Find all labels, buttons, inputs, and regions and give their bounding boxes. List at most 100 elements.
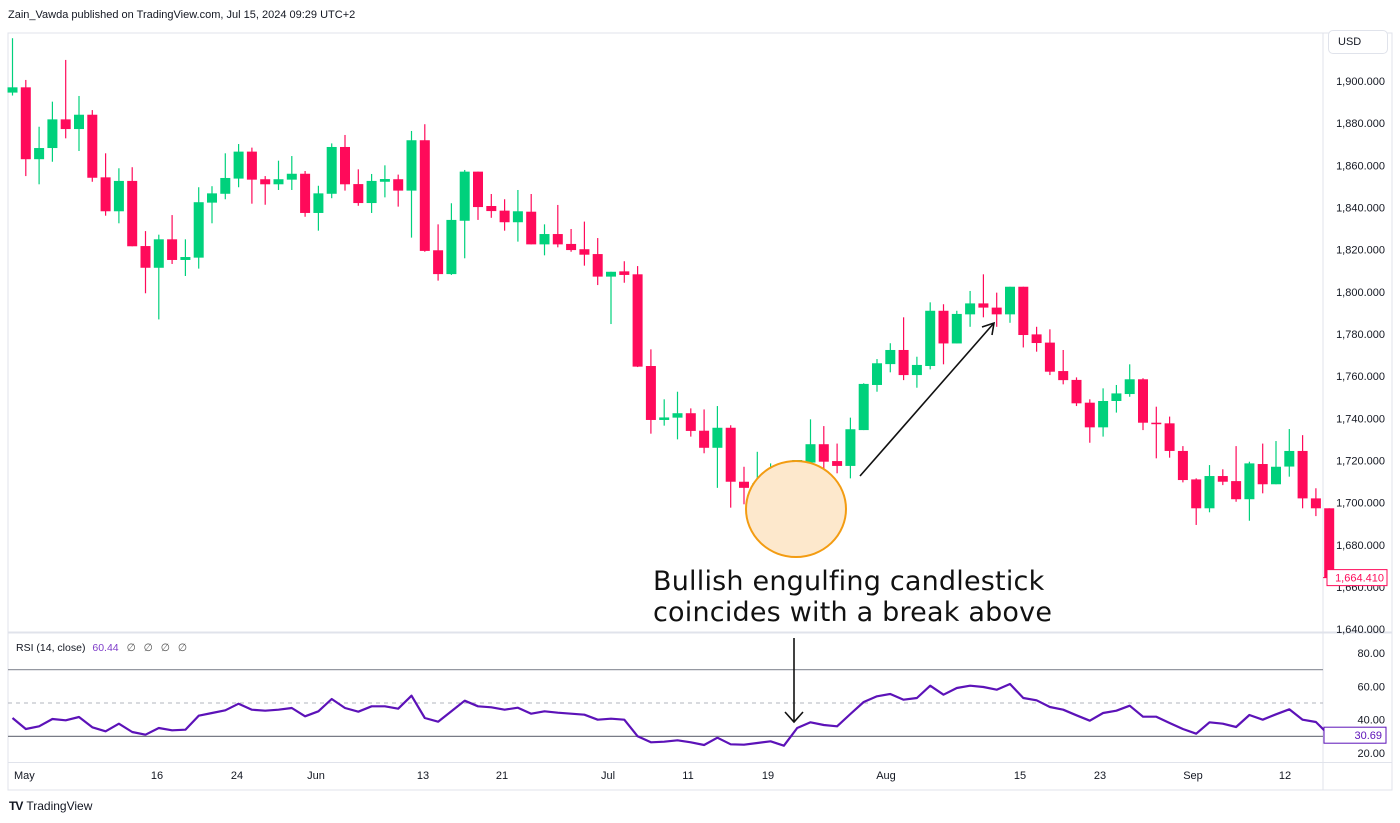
candle-bearish xyxy=(938,304,949,365)
candle-bearish xyxy=(1231,446,1242,502)
candle-bearish xyxy=(1044,329,1055,376)
price-tick-label: 1,680.000 xyxy=(1336,540,1385,552)
rsi-last-value-badge: 30.69 xyxy=(1323,726,1387,744)
candle-bearish xyxy=(1071,377,1082,407)
candle-bearish xyxy=(1297,435,1308,509)
candle-bullish xyxy=(446,203,457,275)
price-axis[interactable]: 1,900.000 1,880.000 1,860.000 1,840.000 1,82… xyxy=(1336,76,1385,636)
candle-body xyxy=(286,173,297,180)
candle-body xyxy=(951,313,962,344)
candle-bearish xyxy=(127,167,138,247)
candle-bearish xyxy=(246,147,257,204)
tradingview-footer[interactable]: TV TradingView xyxy=(9,799,92,813)
time-tick-label: 24 xyxy=(231,770,243,782)
candle-bearish xyxy=(1138,378,1148,431)
candle-body xyxy=(140,246,151,268)
candle-body xyxy=(991,307,1002,315)
time-tick-label: Jul xyxy=(601,770,615,782)
rsi-legend[interactable]: RSI (14, close) 60.44 ∅ ∅ ∅ ∅ xyxy=(16,642,187,654)
candle-bullish xyxy=(539,224,550,256)
candle-body xyxy=(1177,450,1188,481)
rsi-last-label: 30.69 xyxy=(1354,730,1382,742)
candle-bullish xyxy=(207,186,217,224)
candle-body xyxy=(632,274,643,367)
candle-bearish xyxy=(978,274,989,318)
candle-bullish xyxy=(34,126,45,185)
down-arrow xyxy=(784,638,804,724)
candle-bullish xyxy=(1284,429,1295,477)
candle-body xyxy=(566,243,577,251)
candle-bearish xyxy=(832,443,843,474)
currency-button[interactable]: USD xyxy=(1328,30,1388,54)
candle-body xyxy=(1310,498,1321,509)
candle-bearish xyxy=(991,292,1002,327)
candle-bullish xyxy=(858,383,869,431)
candle-bearish xyxy=(645,349,656,434)
candle-body xyxy=(1111,393,1122,401)
rsi-legend-value: 60.44 xyxy=(92,642,119,654)
candle-body xyxy=(340,146,350,185)
candle-bearish xyxy=(100,153,111,216)
candle-bullish xyxy=(326,143,337,199)
candle-body xyxy=(1231,481,1242,500)
candle-body xyxy=(459,171,470,221)
candle-body xyxy=(1204,476,1215,509)
candle-bullish xyxy=(885,343,896,373)
rsi-legend-title: RSI (14, close) xyxy=(16,642,86,654)
candle-bearish xyxy=(353,169,364,206)
candle-body xyxy=(845,429,856,466)
candle-bearish xyxy=(818,426,829,471)
time-tick-label: May xyxy=(14,770,35,782)
candle-body xyxy=(1164,423,1175,451)
candle-body xyxy=(1058,371,1069,381)
candle-body xyxy=(300,173,311,213)
candle-bullish xyxy=(153,234,164,320)
candle-bearish xyxy=(433,224,444,281)
candle-bullish xyxy=(47,101,58,162)
candle-body xyxy=(911,364,922,376)
rsi-legend-na: ∅ xyxy=(177,642,187,654)
time-tick-label: 12 xyxy=(1279,770,1291,782)
candle-body xyxy=(885,349,896,365)
candle-bearish xyxy=(419,124,430,252)
candle-body xyxy=(1084,402,1095,428)
candle-body xyxy=(818,444,829,462)
candle-bullish xyxy=(379,165,390,198)
candlestick-series xyxy=(7,38,1335,578)
candle-bullish xyxy=(1244,461,1255,521)
candle-body xyxy=(539,234,550,245)
candle-body xyxy=(60,119,71,130)
rsi-legend-na: ∅ xyxy=(126,642,136,654)
candle-body xyxy=(379,179,390,182)
candle-body xyxy=(7,87,18,93)
candle-body xyxy=(965,303,976,315)
price-tick-label: 1,720.000 xyxy=(1336,455,1385,467)
price-tick-label: 1,860.000 xyxy=(1336,160,1385,172)
candle-body xyxy=(1191,479,1202,509)
candle-body xyxy=(486,206,497,212)
candle-bearish xyxy=(1310,488,1321,517)
time-axis[interactable]: May 16 24 Jun 13 21 Jul 11 19 Aug 15 23 Sep 12 xyxy=(14,770,1291,782)
candle-body xyxy=(579,249,590,255)
candle-body xyxy=(512,211,523,223)
candle-bullish xyxy=(459,169,470,259)
rsi-pane: 80.00 60.00 40.00 20.00 xyxy=(8,648,1385,760)
candle-body xyxy=(113,180,124,212)
candle-bearish xyxy=(1257,443,1268,494)
candle-bearish xyxy=(393,174,404,207)
price-tick-label: 1,760.000 xyxy=(1336,371,1385,383)
candle-bearish xyxy=(739,466,749,505)
annotation-text: Bullish engulfing candlestick coincides … xyxy=(653,566,1073,632)
candle-bearish xyxy=(632,266,643,368)
candle-bearish xyxy=(499,199,510,231)
candle-body xyxy=(34,148,45,160)
candle-body xyxy=(74,114,84,130)
candle-bullish xyxy=(1271,441,1281,485)
candle-body xyxy=(552,234,563,245)
candle-body xyxy=(1124,379,1135,395)
candle-body xyxy=(326,146,337,194)
candle-bearish xyxy=(526,193,537,245)
candle-body xyxy=(499,210,510,223)
candle-body xyxy=(1151,422,1162,425)
